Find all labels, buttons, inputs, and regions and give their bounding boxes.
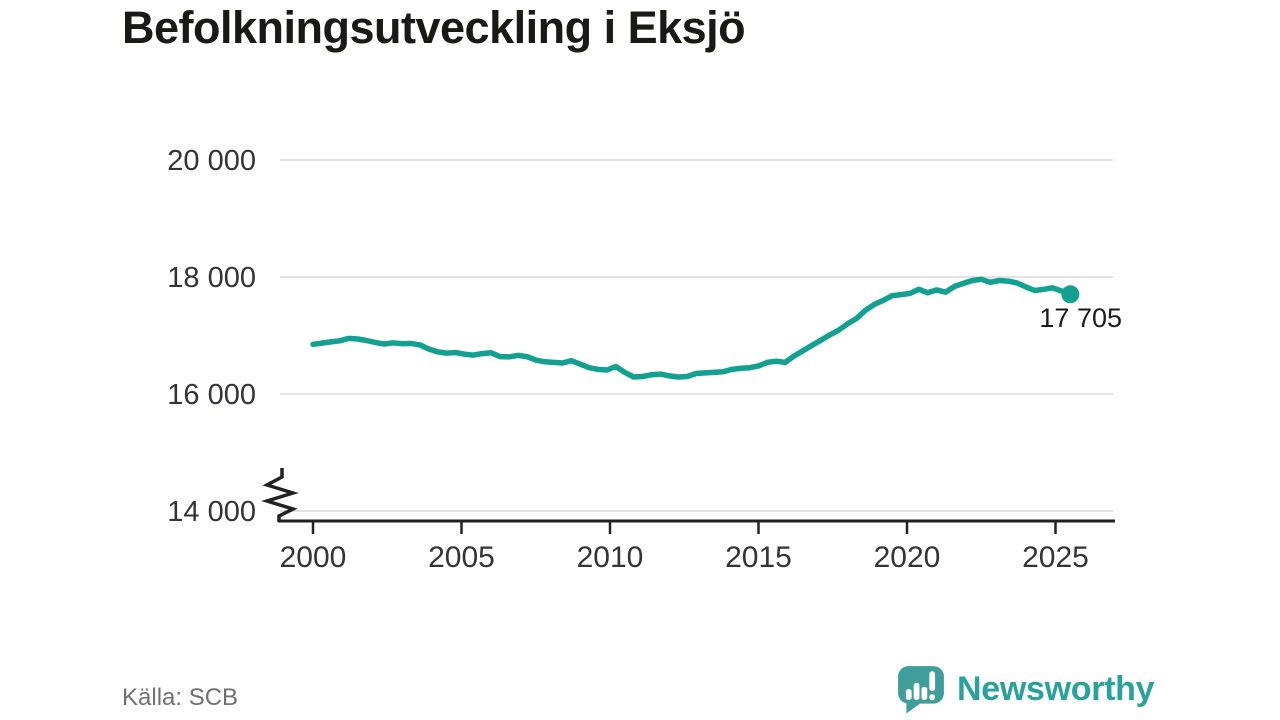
chart-title: Befolkningsutveckling i Eksjö: [122, 2, 746, 53]
logo-exclamation-bar: [929, 671, 936, 692]
y-axis-tick-label: 14 000: [167, 496, 256, 528]
source-label: Källa: SCB: [122, 684, 239, 711]
series-end-value-label: 17 705: [1039, 303, 1122, 333]
logo-bar-2: [913, 682, 920, 700]
y-axis-tick-label: 16 000: [167, 379, 256, 411]
newsworthy-wordmark: Newsworthy: [957, 669, 1155, 708]
population-series-line: [310, 276, 1074, 380]
y-axis-tick-label: 20 000: [167, 145, 256, 177]
logo-bar-1: [905, 689, 912, 700]
logo-bubble-shape: [898, 666, 944, 704]
x-axis-tick-label: 2020: [874, 541, 941, 574]
y-axis-tick-label: 18 000: [167, 262, 256, 294]
x-axis-tick-label: 2015: [725, 541, 792, 574]
newsworthy-logo: Newsworthy: [896, 663, 1155, 715]
x-axis-tick-label: 2025: [1022, 541, 1089, 574]
x-axis-tick-label: 2005: [428, 541, 495, 574]
x-axis-tick-label: 2010: [577, 541, 644, 574]
x-axis-tick-label: 2000: [280, 541, 347, 574]
newsworthy-bubble-chart-icon: [898, 666, 944, 714]
series-end-point-dot: [1061, 285, 1080, 304]
logo-bubble-tail: [906, 699, 920, 714]
logo-bar-3: [921, 686, 928, 700]
logo-exclamation-dot: [929, 694, 936, 701]
axis-break-icon: [261, 468, 299, 522]
